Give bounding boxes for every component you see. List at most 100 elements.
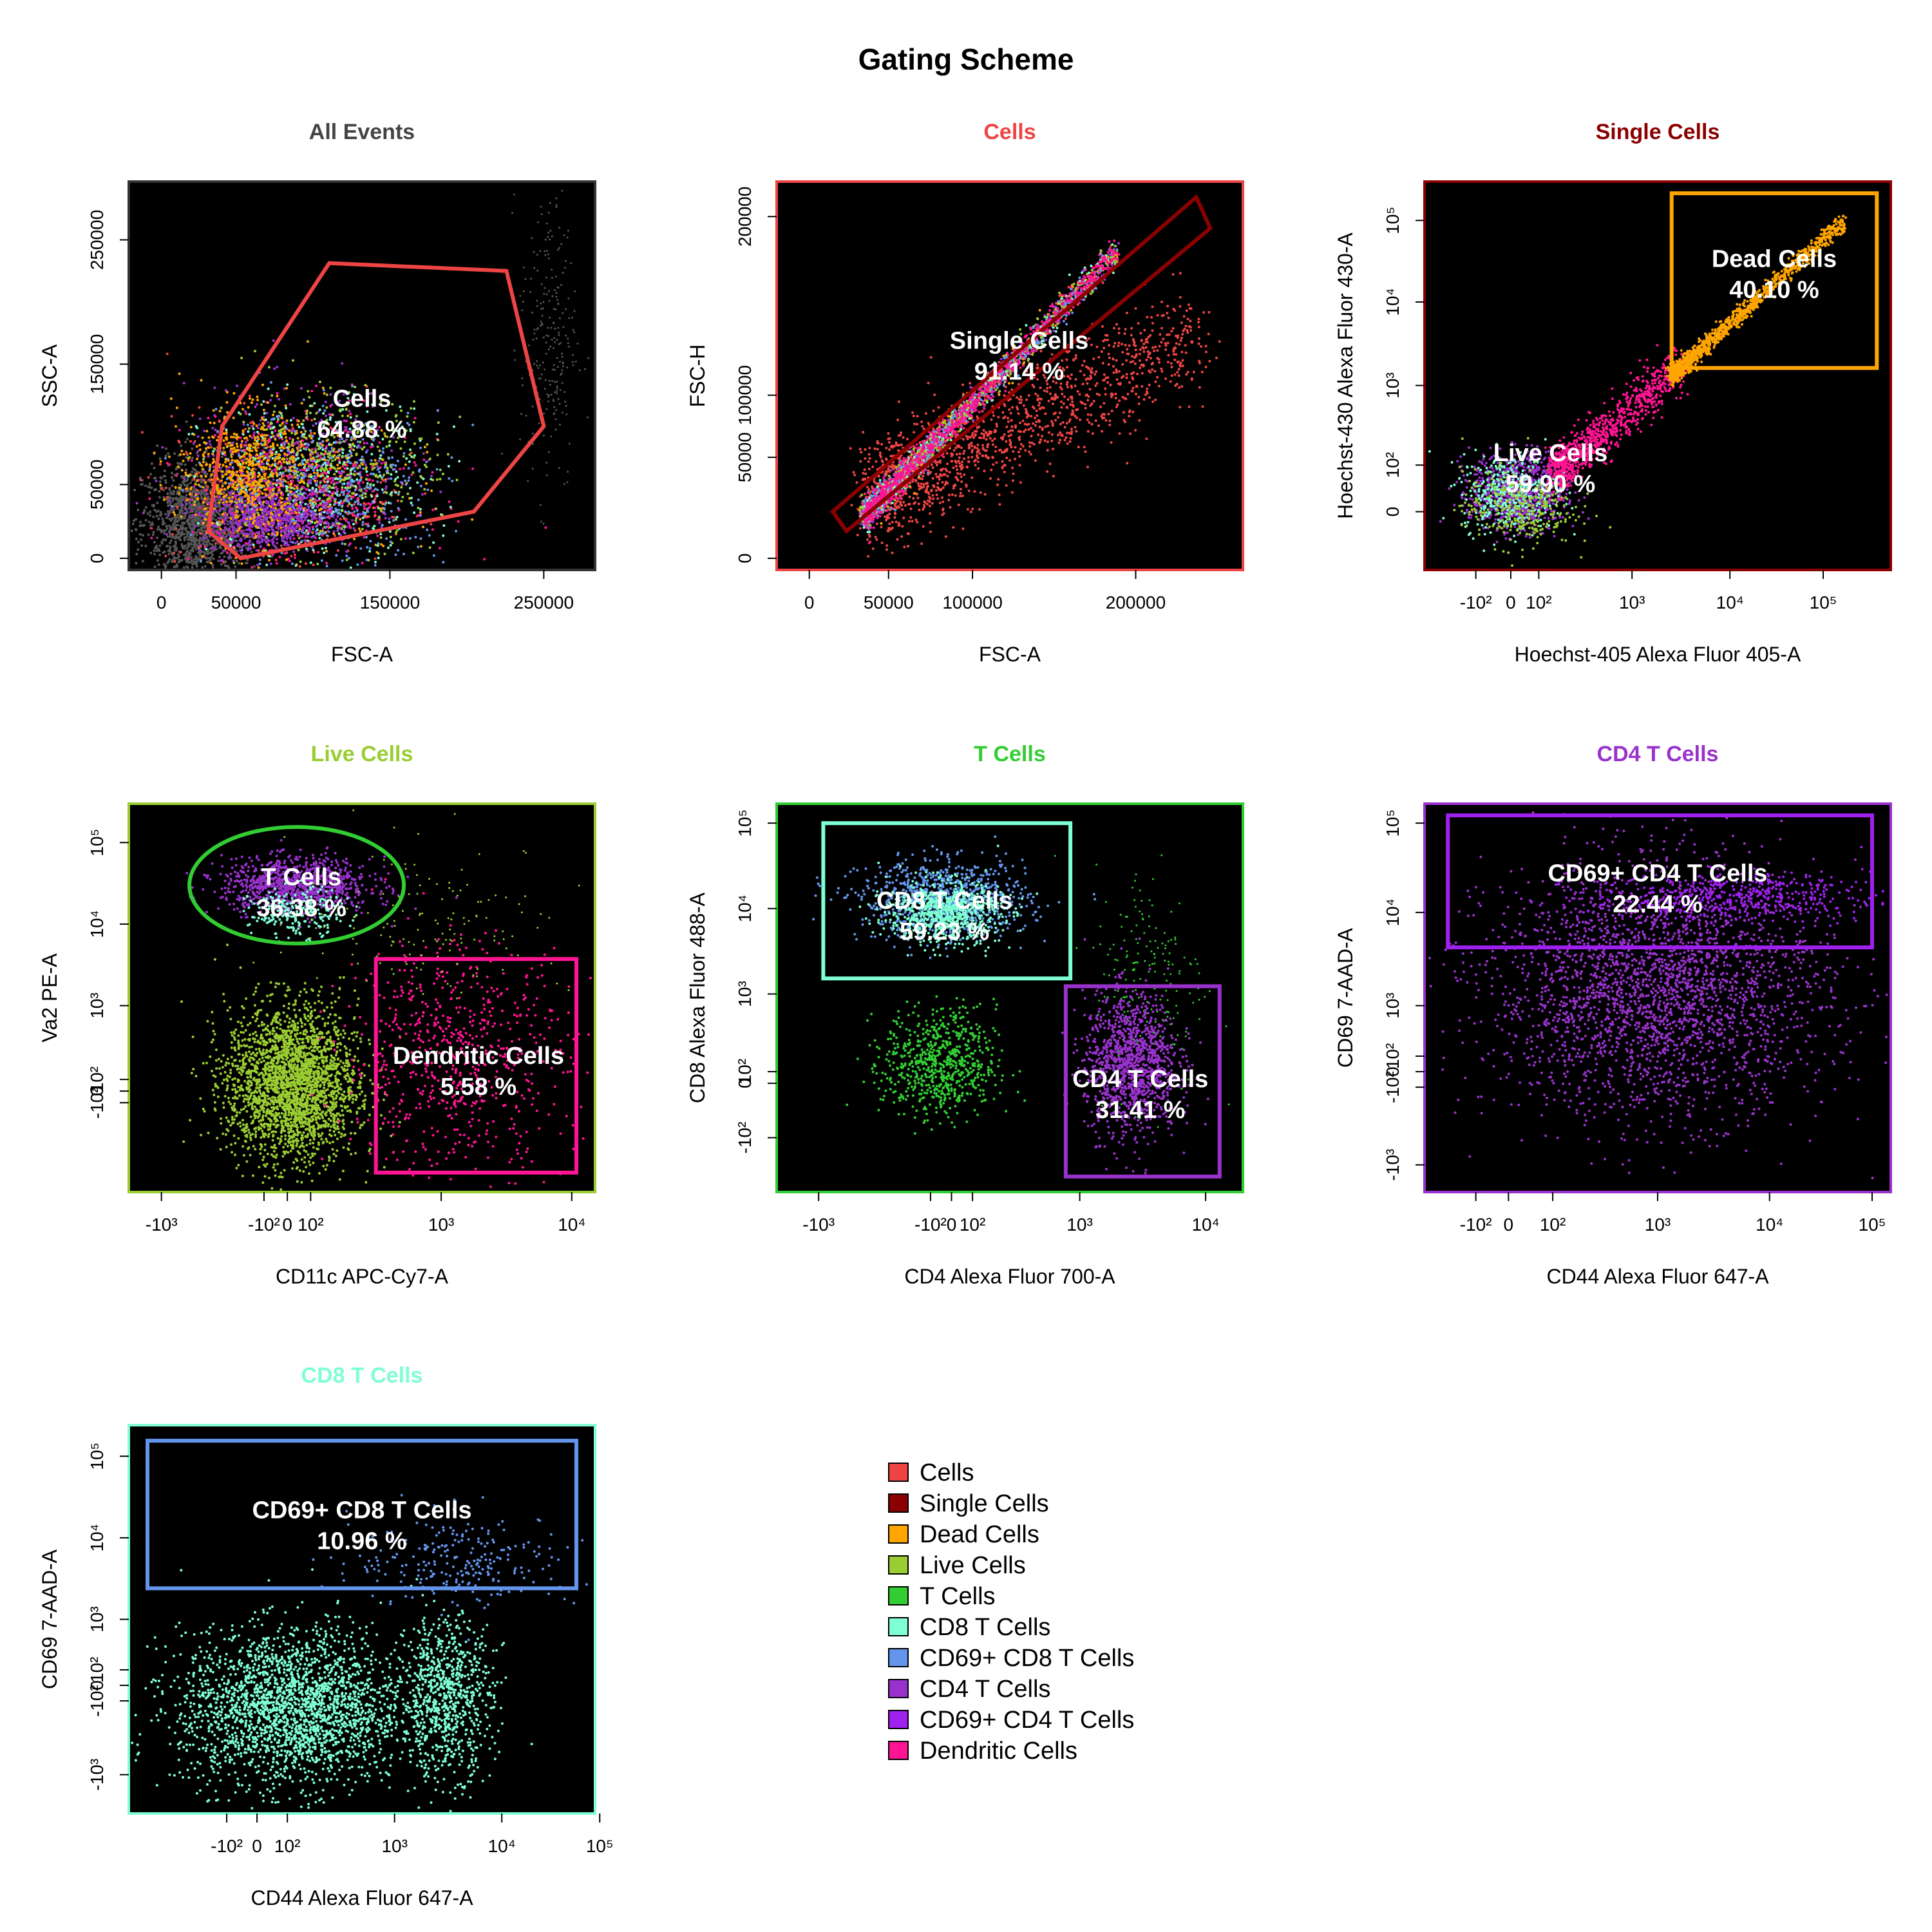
event-dot (325, 452, 327, 455)
event-dot (302, 426, 305, 429)
event-dot (147, 533, 150, 536)
event-dot (240, 413, 242, 415)
event-dot (259, 498, 261, 500)
event-dot (407, 412, 410, 414)
event-dot (350, 455, 353, 457)
event-dot (207, 538, 209, 541)
event-dot (166, 353, 169, 355)
event-dot (341, 472, 343, 475)
event-dot (400, 410, 402, 412)
event-dot (163, 532, 166, 535)
event-dot (408, 453, 411, 456)
event-dot (412, 552, 415, 554)
event-dot (185, 474, 187, 477)
event-dot (551, 236, 553, 238)
event-dot (540, 205, 542, 207)
event-dot (313, 432, 316, 435)
event-dot (557, 366, 559, 368)
event-dot (169, 491, 172, 493)
event-dot (135, 553, 138, 555)
event-dot (408, 467, 410, 469)
event-dot (325, 447, 328, 450)
event-dot (426, 489, 429, 491)
event-dot (242, 433, 245, 436)
event-dot (339, 518, 342, 520)
event-dot (229, 553, 231, 555)
event-dot (382, 451, 384, 453)
event-dot (210, 446, 213, 449)
event-dot (193, 489, 196, 491)
event-dot (511, 212, 513, 214)
event-dot (212, 566, 214, 569)
event-dot (304, 518, 307, 521)
event-dot (447, 453, 450, 456)
event-dot (439, 547, 441, 549)
event-dot (391, 456, 393, 459)
event-dot (396, 529, 399, 532)
event-dot (387, 547, 390, 549)
event-dot (279, 447, 281, 450)
event-dot (301, 468, 304, 471)
event-dot (179, 560, 182, 563)
event-dot (245, 477, 248, 479)
event-dot (196, 534, 198, 536)
event-dot (193, 486, 195, 488)
event-dot (363, 488, 366, 490)
event-dot (135, 538, 138, 540)
event-dot (277, 462, 279, 465)
event-dot (448, 500, 451, 503)
event-dot (564, 267, 566, 269)
event-dot (562, 382, 564, 384)
event-dot (355, 547, 357, 549)
event-dot (301, 435, 303, 438)
event-dot (365, 470, 368, 473)
event-dot (225, 504, 227, 506)
event-dot (283, 553, 286, 555)
event-dot (299, 473, 302, 475)
event-dot (269, 399, 272, 401)
event-dot (540, 325, 542, 327)
event-dot (285, 422, 288, 424)
event-dot (536, 365, 538, 366)
event-dot (337, 522, 339, 525)
event-dot (378, 522, 381, 524)
event-dot (417, 498, 420, 501)
event-dot (341, 502, 344, 504)
event-dot (194, 555, 197, 558)
event-dot (337, 509, 340, 511)
event-dot (351, 507, 354, 510)
event-dot (579, 369, 581, 371)
event-dot (155, 480, 158, 482)
event-dot (330, 507, 333, 510)
event-dot (380, 543, 383, 545)
event-dot (206, 557, 209, 560)
event-dot (285, 533, 287, 535)
event-dot (376, 535, 379, 537)
event-dot (526, 415, 527, 417)
event-dot (281, 428, 284, 430)
event-dot (378, 518, 381, 521)
event-dot (336, 464, 339, 466)
event-dot (337, 525, 340, 527)
event-dot (403, 452, 406, 455)
event-dot (356, 509, 359, 512)
event-dot (402, 455, 405, 458)
event-dot (359, 530, 362, 533)
event-dot (540, 377, 542, 379)
event-dot (288, 443, 290, 446)
event-dot (259, 563, 261, 565)
event-dot (191, 548, 194, 551)
event-dot (260, 403, 263, 406)
event-dot (370, 485, 372, 488)
event-dot (431, 509, 434, 511)
event-dot (373, 525, 375, 527)
event-dot (544, 526, 547, 529)
event-dot (333, 473, 336, 475)
event-dot (177, 501, 180, 504)
event-dot (175, 549, 178, 552)
event-dot (167, 560, 170, 563)
event-dot (196, 489, 198, 491)
event-dot (310, 432, 312, 435)
event-dot (145, 519, 147, 522)
event-dot (180, 463, 183, 466)
